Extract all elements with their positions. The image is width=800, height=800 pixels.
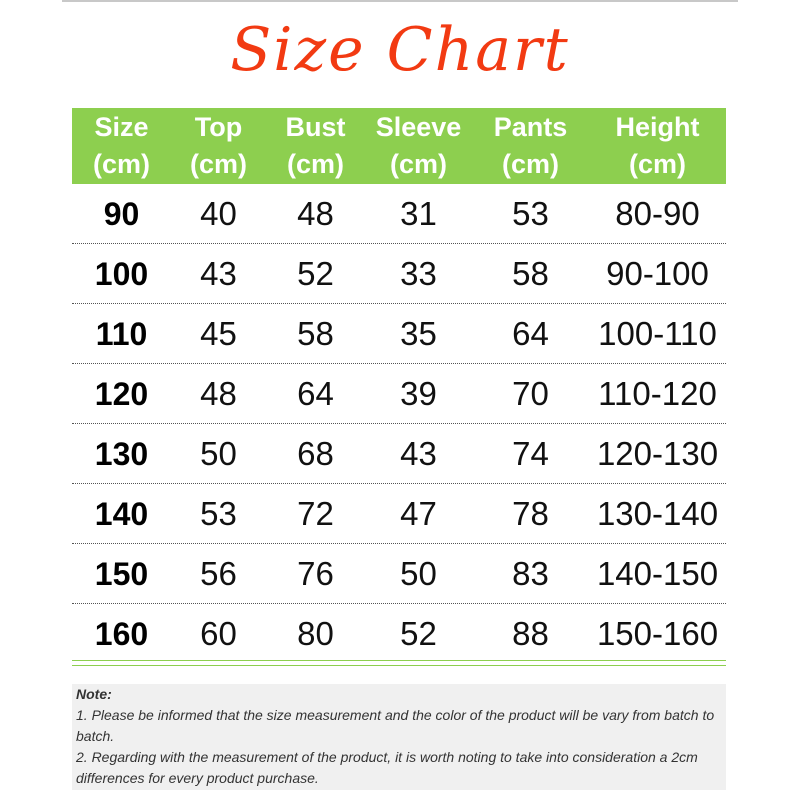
table-cell: 58 — [512, 254, 549, 292]
table-row: 120 48 64 39 70 110-120 — [72, 364, 726, 424]
header-cell: Height (cm) — [589, 108, 726, 184]
table-cell: 140-150 — [596, 554, 719, 592]
table-cell: 76 — [297, 554, 334, 592]
table-cell: 78 — [512, 494, 549, 532]
table-cell: 60 — [200, 614, 237, 652]
header-text: Top — [194, 112, 243, 142]
table-cell: 68 — [297, 434, 334, 472]
header-text: (cm) — [92, 149, 150, 179]
table-cell: 90-100 — [606, 254, 709, 292]
table-cell: 53 — [200, 494, 237, 532]
header-text: (cm) — [286, 149, 344, 179]
table-cell: 70 — [512, 374, 549, 412]
table-cell: 35 — [400, 314, 437, 352]
table-cell: 50 — [200, 434, 237, 472]
table-cell: 52 — [400, 614, 437, 652]
table-cell: 83 — [512, 554, 549, 592]
table-row: 130 50 68 43 74 120-130 — [72, 424, 726, 484]
table-cell: 45 — [200, 314, 237, 352]
table-cell: 130 — [94, 435, 149, 472]
table-cell: 48 — [297, 194, 334, 232]
note-line-1: 1. Please be informed that the size meas… — [76, 707, 715, 744]
table-cell: 110 — [95, 315, 148, 352]
table-cell: 100 — [94, 255, 149, 292]
table-cell: 53 — [512, 194, 549, 232]
table-row: 160 60 80 52 88 150-160 — [72, 604, 726, 663]
table-cell: 40 — [200, 194, 237, 232]
table-cell: 80 — [297, 614, 334, 652]
header-text: (cm) — [628, 149, 686, 179]
table-cell: 52 — [297, 254, 334, 292]
note-label-text: Note: — [76, 686, 112, 702]
table-cell: 74 — [512, 434, 549, 472]
header-cell: Sleeve (cm) — [365, 108, 472, 184]
note-label: Note: — [76, 684, 722, 705]
table-cell: 110-120 — [598, 374, 717, 412]
header-text: (cm) — [189, 149, 247, 179]
header-text: Height — [615, 112, 700, 142]
header-text: (cm) — [389, 149, 447, 179]
note-line-2: 2. Regarding with the measurement of the… — [76, 749, 698, 786]
header-cell: Pants (cm) — [472, 108, 589, 184]
table-cell: 43 — [400, 434, 437, 472]
table-cell: 120-130 — [596, 434, 719, 472]
table-cell: 90 — [103, 195, 140, 232]
table-cell: 72 — [297, 494, 334, 532]
table-bottom-border — [72, 660, 726, 666]
table-cell: 31 — [400, 194, 437, 232]
table-cell: 50 — [400, 554, 437, 592]
table-header: Size (cm) Top (cm) Bust (cm) Sleeve (cm) Pants (c… — [72, 108, 726, 184]
table-cell: 47 — [400, 494, 437, 532]
table-cell: 80-90 — [615, 194, 700, 232]
top-divider — [62, 0, 738, 2]
table-cell: 64 — [512, 314, 549, 352]
table-row: 90 40 48 31 53 80-90 — [72, 184, 726, 244]
table-cell: 120 — [94, 375, 149, 412]
table-cell: 43 — [200, 254, 237, 292]
table-cell: 130-140 — [596, 494, 719, 532]
table-cell: 150 — [94, 555, 149, 592]
table-cell: 140 — [94, 495, 149, 532]
header-cell: Size (cm) — [72, 108, 171, 184]
table-cell: 56 — [200, 554, 237, 592]
header-text: Sleeve — [375, 112, 462, 142]
header-text: (cm) — [501, 149, 559, 179]
header-text: Size — [94, 112, 149, 142]
page-title: Size Chart — [230, 15, 570, 85]
table-row: 100 43 52 33 58 90-100 — [72, 244, 726, 304]
table-row: 110 45 58 35 64 100-110 — [72, 304, 726, 364]
table-cell: 150-160 — [596, 614, 719, 652]
header-cell: Top (cm) — [171, 108, 266, 184]
table-cell: 88 — [512, 614, 549, 652]
table-cell: 100-110 — [598, 314, 717, 352]
table-cell: 64 — [297, 374, 334, 412]
table-row: 140 53 72 47 78 130-140 — [72, 484, 726, 544]
header-text: Pants — [493, 112, 568, 142]
table-cell: 48 — [200, 374, 237, 412]
table-cell: 58 — [297, 314, 334, 352]
table-cell: 39 — [400, 374, 437, 412]
header-text: Bust — [285, 112, 346, 142]
header-cell: Bust (cm) — [266, 108, 365, 184]
table-cell: 33 — [400, 254, 437, 292]
table-cell: 160 — [94, 615, 149, 652]
table-row: 150 56 76 50 83 140-150 — [72, 544, 726, 604]
note-box: Note: 1. Please be informed that the siz… — [72, 684, 726, 790]
